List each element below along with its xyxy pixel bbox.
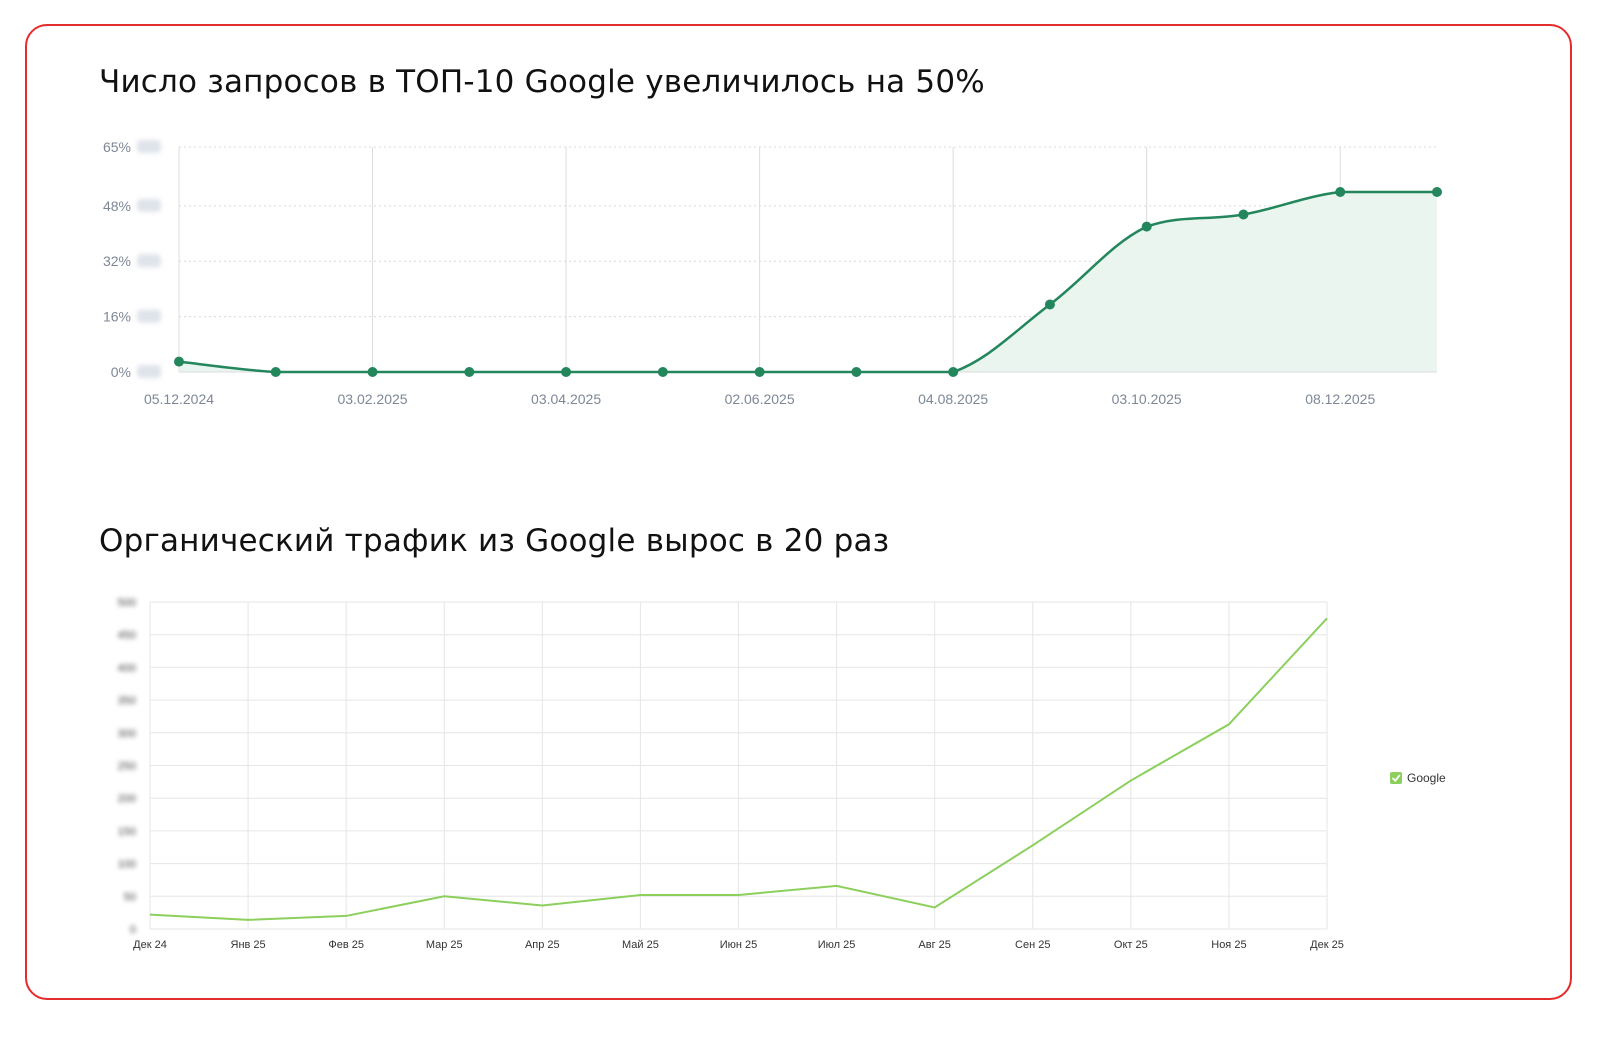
chart1-x-tick-label: 03.10.2025 <box>1112 391 1182 407</box>
chart2-y-tick-label-blurred: 450 <box>118 630 136 642</box>
chart2-y-tick-label-blurred: 150 <box>118 826 136 838</box>
report-card <box>25 24 1572 1000</box>
chart1-series-line <box>178 190 1437 374</box>
chart1-y-tick-label: 16% <box>103 309 131 325</box>
chart1-y-tick-label: 0% <box>111 364 131 380</box>
chart1-data-point <box>561 367 572 377</box>
chart2-y-tick-label-blurred: 350 <box>118 695 136 707</box>
chart1-data-point <box>1044 299 1055 310</box>
chart2-x-tick-label: Мар 25 <box>426 939 463 951</box>
chart1-y-value-blurred <box>137 254 161 268</box>
chart1-data-point <box>1141 221 1152 232</box>
chart2-x-tick-label: Июн 25 <box>720 939 758 951</box>
chart1-x-tick-label: 03.02.2025 <box>337 391 407 407</box>
chart1-y-value-blurred <box>137 140 161 153</box>
chart1-data-point <box>174 356 184 367</box>
chart1-y-tick-label: 48% <box>103 198 131 214</box>
chart1-data-point <box>464 367 475 377</box>
chart2-y-tick-label-blurred: 50 <box>124 891 136 903</box>
chart2-x-tick-label: Ноя 25 <box>1211 939 1246 951</box>
chart2-legend: Google <box>1390 771 1446 785</box>
chart2-series-line-google <box>149 617 1328 921</box>
chart2-x-tick-label: Апр 25 <box>525 939 560 951</box>
check-icon <box>1391 774 1401 783</box>
chart2-y-tick-label-blurred: 400 <box>118 662 136 674</box>
chart2-x-tick-label: Июл 25 <box>818 939 856 951</box>
chart1-y-tick-label: 32% <box>103 253 131 269</box>
chart1-data-point <box>754 367 765 377</box>
chart1-data-point <box>1238 209 1249 220</box>
chart1-data-point <box>657 367 668 377</box>
chart1-x-tick-label: 04.08.2025 <box>918 391 988 407</box>
chart1-data-point <box>367 367 378 377</box>
chart1-title: Число запросов в ТОП-10 Google увеличило… <box>99 64 985 100</box>
chart2-x-tick-label: Окт 25 <box>1114 939 1148 951</box>
chart1-x-tick-label: 03.04.2025 <box>531 391 601 407</box>
chart2-y-tick-label-blurred: 250 <box>118 761 136 773</box>
chart1-y-value-blurred <box>137 365 161 378</box>
chart2-legend-label: Google <box>1407 771 1446 785</box>
chart2-y-tick-label-blurred: 100 <box>118 859 136 871</box>
chart1-data-point <box>1432 187 1442 197</box>
chart1-area <box>179 192 1437 372</box>
checkbox-checked-icon <box>1390 772 1402 784</box>
chart1-x-tick-label: 02.06.2025 <box>725 391 795 407</box>
chart1-data-point <box>948 367 959 377</box>
chart2-x-tick-label: Дек 24 <box>133 939 167 951</box>
chart2-y-tick-label-blurred: 500 <box>118 597 136 609</box>
chart1-data-point <box>851 367 862 377</box>
chart2-title: Органический трафик из Google вырос в 20… <box>99 523 890 559</box>
chart2-x-tick-label: Авг 25 <box>918 939 950 951</box>
chart1-x-tick-label: 05.12.2024 <box>144 391 214 407</box>
chart2-x-tick-label: Сен 25 <box>1015 939 1050 951</box>
chart1-data-point <box>1335 187 1346 197</box>
chart2-y-tick-label-blurred: 200 <box>118 793 136 805</box>
chart2-x-tick-label: Дек 25 <box>1310 939 1344 951</box>
chart2-x-tick-label: Янв 25 <box>231 939 266 951</box>
chart1-x-tick-label: 08.12.2025 <box>1305 391 1375 407</box>
chart1-y-value-blurred <box>137 309 161 323</box>
chart1-data-point <box>270 367 281 377</box>
chart1-y-tick-label: 65% <box>103 139 131 155</box>
chart2-y-tick-label-blurred: 0 <box>130 924 136 936</box>
chart2-y-tick-label-blurred: 300 <box>118 728 136 740</box>
chart2-x-tick-label: Фев 25 <box>328 939 364 951</box>
chart1-y-value-blurred <box>137 198 161 212</box>
chart2-x-tick-label: Май 25 <box>622 939 659 951</box>
